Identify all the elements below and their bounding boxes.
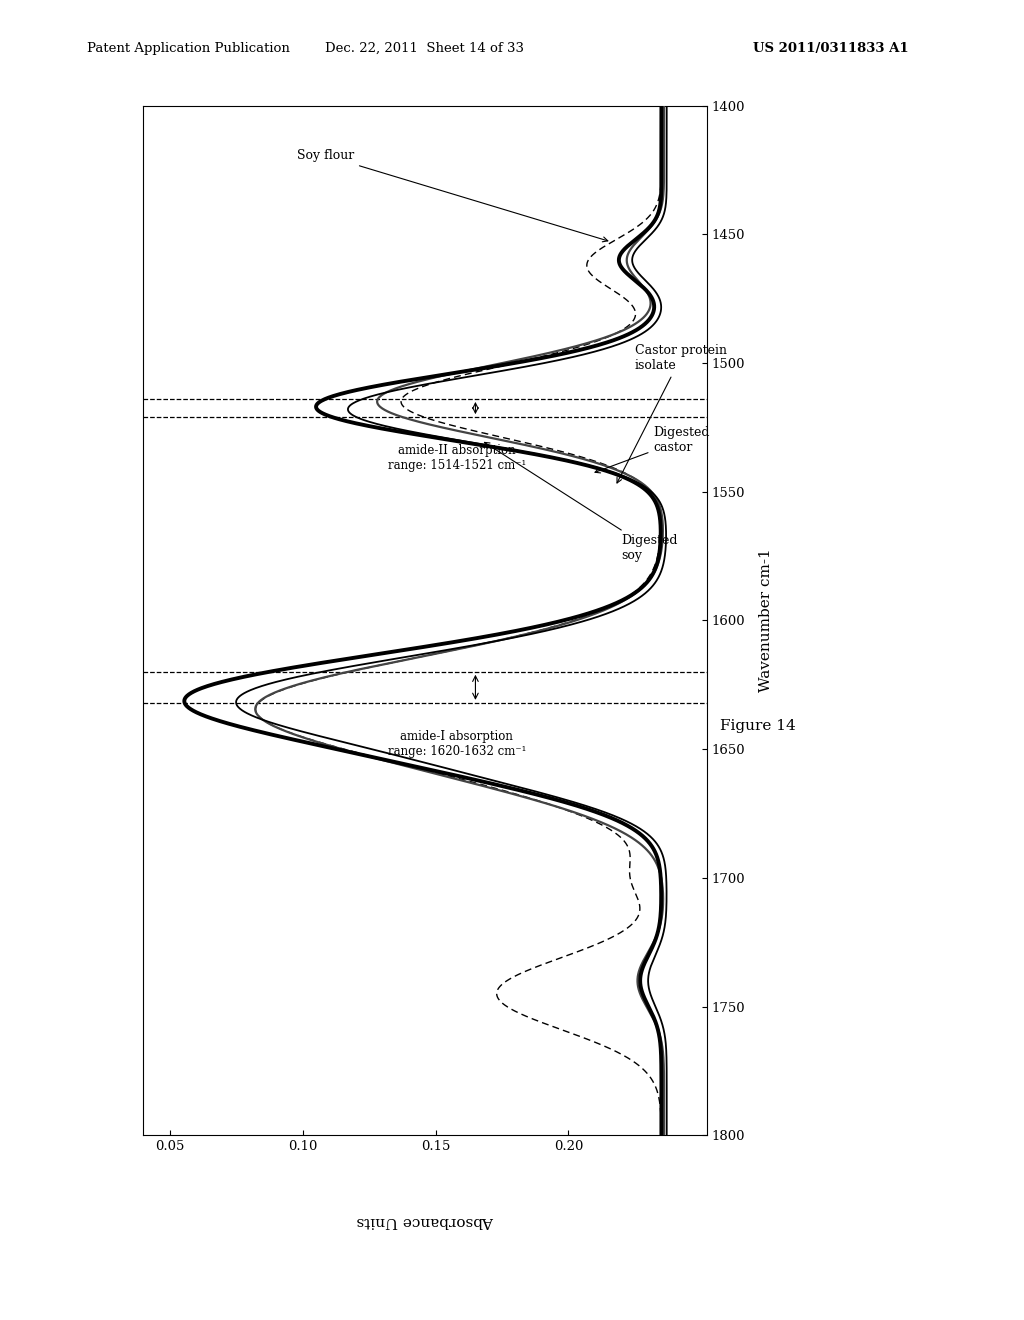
Y-axis label: Wavenumber cm-1: Wavenumber cm-1 [759, 549, 773, 692]
Text: US 2011/0311833 A1: US 2011/0311833 A1 [753, 42, 908, 55]
Text: Absorbance Units: Absorbance Units [356, 1214, 494, 1228]
Text: Castor protein
isolate: Castor protein isolate [617, 343, 727, 483]
Text: Digested
soy: Digested soy [484, 442, 678, 562]
Text: Soy flour: Soy flour [297, 149, 608, 242]
Text: amide-I absorption
range: 1620-1632 cm⁻¹: amide-I absorption range: 1620-1632 cm⁻¹ [388, 730, 526, 758]
Text: Figure 14: Figure 14 [720, 719, 796, 733]
Text: Digested
castor: Digested castor [595, 426, 710, 473]
Text: amide-II absorption
range: 1514-1521 cm⁻¹: amide-II absorption range: 1514-1521 cm⁻… [388, 445, 526, 473]
Text: Patent Application Publication: Patent Application Publication [87, 42, 290, 55]
Text: Dec. 22, 2011  Sheet 14 of 33: Dec. 22, 2011 Sheet 14 of 33 [326, 42, 524, 55]
